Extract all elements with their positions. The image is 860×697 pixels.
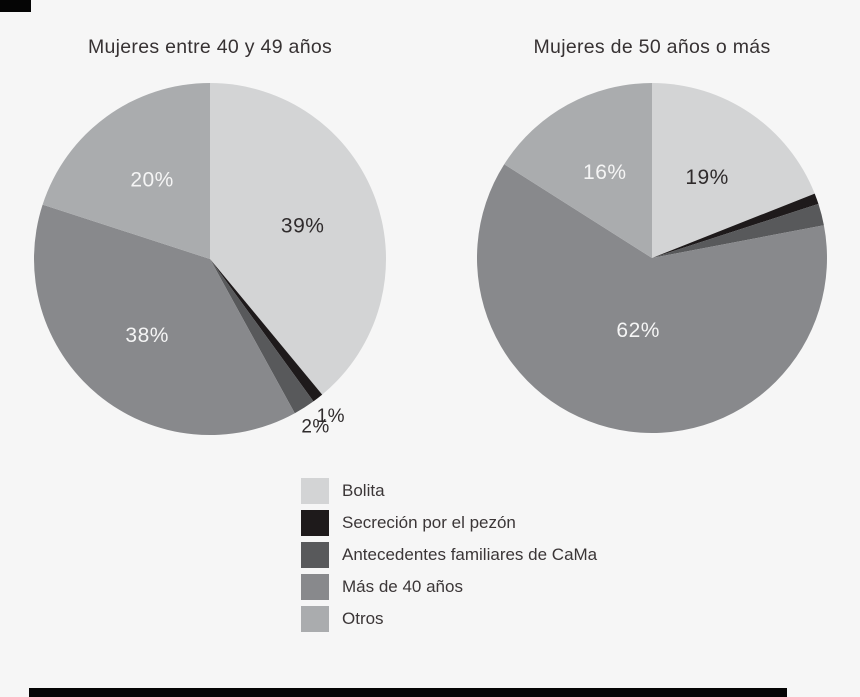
pie-chart-40-49: 39% 1%2% 38% 20% [33, 82, 387, 437]
pie-slice-label: 1% [317, 406, 345, 427]
artifact-bar-top-left [0, 0, 31, 12]
legend-swatch-otros [301, 606, 329, 632]
legend-swatch-secrecion [301, 510, 329, 536]
chart-title-50-plus: Mujeres de 50 años o más [533, 36, 771, 58]
legend-label: Bolita [342, 481, 385, 500]
pie-slice [652, 193, 819, 258]
legend: Bolita Secreción por el pezón Antecedent… [301, 478, 597, 638]
pie-slice [42, 82, 210, 259]
pie-slice [210, 259, 323, 402]
pie-slice [210, 83, 387, 395]
pie-slice-label: 20% [130, 168, 174, 191]
legend-item: Secreción por el pezón [301, 510, 597, 536]
artifact-bar-bottom [29, 688, 787, 697]
legend-label: Antecedentes familiares de CaMa [342, 545, 598, 564]
legend-swatch-mas-40 [301, 574, 329, 600]
pie-slice-label: 62% [616, 319, 660, 342]
legend-item: Otros [301, 606, 597, 632]
legend-label: Secreción por el pezón [342, 513, 516, 532]
legend-swatch-bolita [301, 478, 329, 504]
pie-slice [33, 204, 295, 436]
pie-slice [504, 82, 652, 258]
pie-slice-label: 39% [281, 215, 325, 238]
chart-title-40-49: Mujeres entre 40 y 49 años [87, 36, 333, 58]
pie-chart-50-plus: 19% 62% 16% [476, 82, 827, 433]
legend-label: Otros [342, 609, 384, 628]
legend-label: Más de 40 años [342, 577, 463, 596]
legend-item: Más de 40 años [301, 574, 597, 600]
pie-slice-label: 19% [685, 166, 729, 189]
pie-slice-label: 16% [583, 161, 627, 184]
pie-slice-label: 38% [125, 324, 169, 347]
pie-slice [476, 164, 827, 433]
pie-slice-label: 2% [301, 416, 329, 437]
pie-slice [652, 203, 824, 258]
legend-item: Bolita [301, 478, 597, 504]
pie-slice [652, 83, 815, 258]
legend-item: Antecedentes familiares de CaMa [301, 542, 597, 568]
legend-swatch-antecedentes [301, 542, 329, 568]
pie-slice [210, 259, 314, 414]
